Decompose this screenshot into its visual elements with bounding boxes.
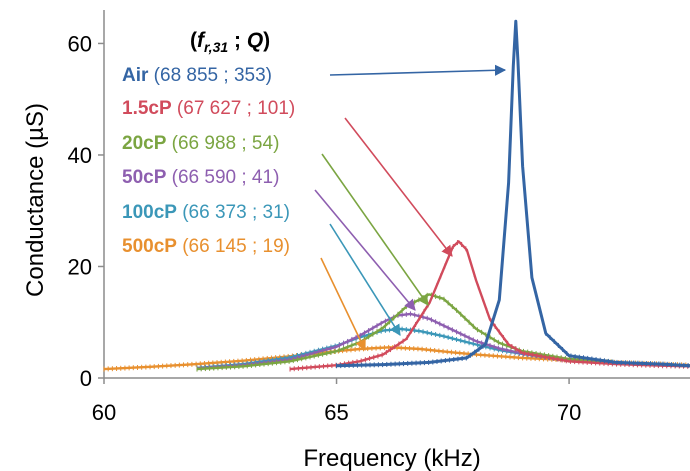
annotation-arrow: [321, 153, 429, 306]
y-axis-title: Conductance (µS): [22, 103, 49, 297]
legend-series-annotation: (66 373 ; 31): [177, 202, 290, 223]
legend-series-annotation: (66 988 ; 54): [166, 133, 279, 154]
legend-entry-500cp: 500cP (66 145 ; 19): [122, 236, 290, 257]
legend-series-annotation: (66 590 ; 41): [166, 167, 279, 188]
legend-series-annotation: (67 627 ; 101): [172, 98, 296, 119]
legend-series-name: Air: [122, 65, 149, 86]
annotation-arrow: [344, 117, 453, 257]
axes: 0 20 40 60 60 65 70: [68, 10, 690, 425]
legend-header: (fr,31 ; Q): [190, 29, 270, 55]
series-air: [336, 19, 690, 369]
x-tick-label: 60: [92, 400, 116, 425]
annotation-arrow: [329, 64, 507, 76]
series-layer: [103, 19, 690, 372]
x-tick-label: 70: [557, 400, 581, 425]
series-line: [289, 240, 690, 371]
series-500cp: [103, 344, 690, 372]
annotation-arrows: [314, 64, 507, 352]
annotation-arrow: [314, 189, 416, 311]
legend-entry-50cp: 50cP (66 590 ; 41): [122, 167, 279, 188]
legend-series-name: 500cP: [122, 236, 177, 257]
legend-entry-air: Air (68 855 ; 353): [122, 65, 272, 86]
legend-series-annotation: (68 855 ; 353): [148, 65, 272, 86]
series-line: [336, 19, 690, 368]
y-tick-label: 0: [80, 366, 92, 391]
legend-entry-20cp: 20cP (66 988 ; 54): [122, 133, 279, 154]
legend-series-name: 50cP: [122, 167, 167, 188]
x-tick-label: 65: [324, 400, 348, 425]
legend-entry-100cp: 100cP (66 373 ; 31): [122, 202, 290, 223]
legend-series-name: 1.5cP: [122, 98, 172, 119]
legend-entry-1-5cp: 1.5cP (67 627 ; 101): [122, 98, 295, 119]
annotation-arrow: [329, 223, 401, 336]
y-tick-label: 40: [68, 143, 92, 168]
legend: (fr,31 ; Q) Air (68 855 ; 353) 1.5cP (67 …: [122, 29, 295, 257]
legend-series-annotation: (66 145 ; 19): [177, 236, 290, 257]
y-tick-label: 20: [68, 254, 92, 279]
annotation-arrow: [320, 257, 366, 352]
series-1-5cp: [289, 240, 690, 372]
x-axis-title: Frequency (kHz): [303, 445, 480, 471]
legend-series-name: 20cP: [122, 133, 167, 154]
y-tick-label: 60: [68, 31, 92, 56]
legend-series-name: 100cP: [122, 202, 177, 223]
